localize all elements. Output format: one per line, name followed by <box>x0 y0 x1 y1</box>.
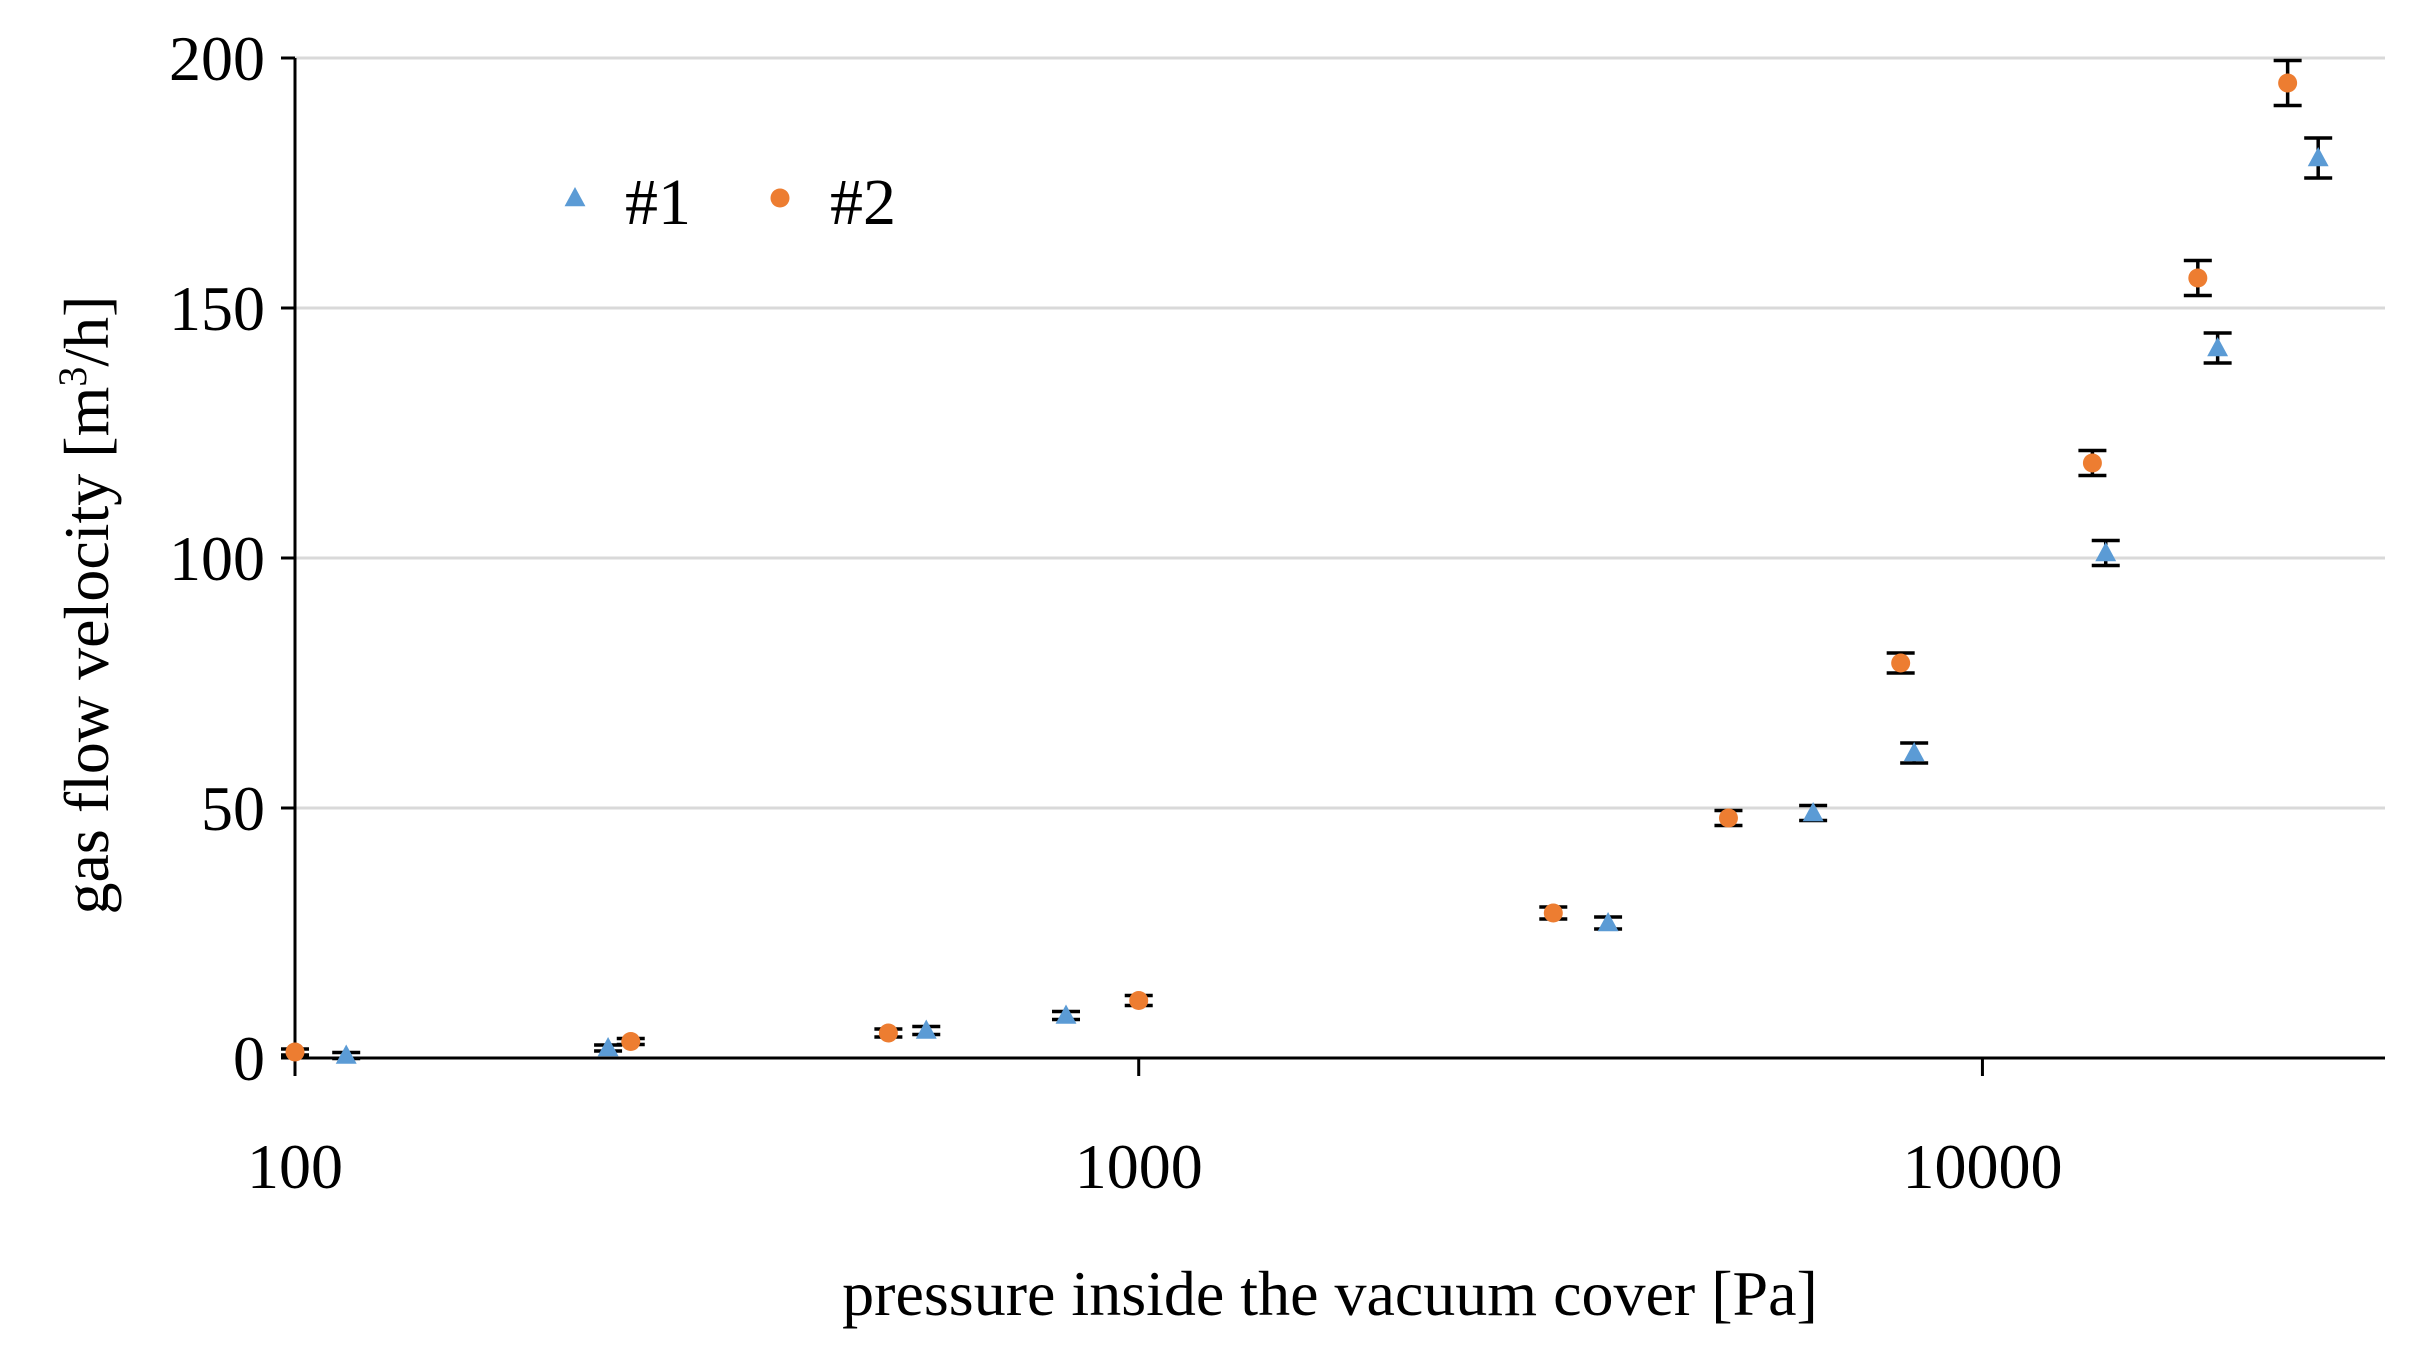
series-1-point <box>597 1037 619 1057</box>
legend: #1 #2 <box>564 166 896 239</box>
y-tick-label: 50 <box>201 773 265 844</box>
legend-label: #1 <box>625 166 691 239</box>
y-tick-label: 0 <box>233 1023 265 1094</box>
series-2-point <box>878 1023 898 1043</box>
y-axis-title-sup: 3 <box>50 367 95 387</box>
series-1-point <box>335 1044 357 1064</box>
legend-marker-circle <box>770 188 790 208</box>
series-2-point <box>2082 453 2102 473</box>
series-2-point <box>1129 991 1149 1010</box>
series-1-point <box>1055 1004 1077 1024</box>
series-1-point <box>1597 912 1619 932</box>
y-tick-label: 100 <box>169 523 265 594</box>
legend-label: #2 <box>830 166 896 239</box>
data-markers <box>285 73 2329 1064</box>
y-axis-title-end: /h] <box>51 296 122 367</box>
tick-labels: 0 50 100 150 200 100 1000 10000 <box>169 23 2062 1202</box>
series-1-point <box>1903 742 1925 762</box>
series-2-point <box>621 1032 641 1051</box>
series-1-point <box>1802 802 1824 822</box>
y-tick-label: 200 <box>169 23 265 94</box>
legend-marker-triangle <box>564 187 586 207</box>
x-tick-label: 10000 <box>1902 1131 2062 1202</box>
series-2-point <box>1891 653 1911 673</box>
y-tick-label: 150 <box>169 273 265 344</box>
gridlines <box>295 56 2385 810</box>
series-2-point <box>1543 903 1563 923</box>
series-2-point <box>2188 268 2208 288</box>
series-1-point <box>2207 337 2229 357</box>
series-1-point <box>2307 147 2329 167</box>
series-1-point <box>915 1019 937 1039</box>
series-2-point <box>285 1042 305 1062</box>
axes <box>281 56 2385 1076</box>
series-2-point <box>2278 73 2298 93</box>
x-tick-label: 1000 <box>1075 1131 1203 1202</box>
y-axis-title: gas flow velocity [m3/h] <box>50 296 122 915</box>
x-axis-title: pressure inside the vacuum cover [Pa] <box>842 1258 1818 1329</box>
y-axis-title-main: gas flow velocity [m <box>51 387 122 915</box>
series-2-point <box>1718 808 1738 828</box>
x-tick-label: 100 <box>247 1131 343 1202</box>
series-1-point <box>2095 542 2117 562</box>
